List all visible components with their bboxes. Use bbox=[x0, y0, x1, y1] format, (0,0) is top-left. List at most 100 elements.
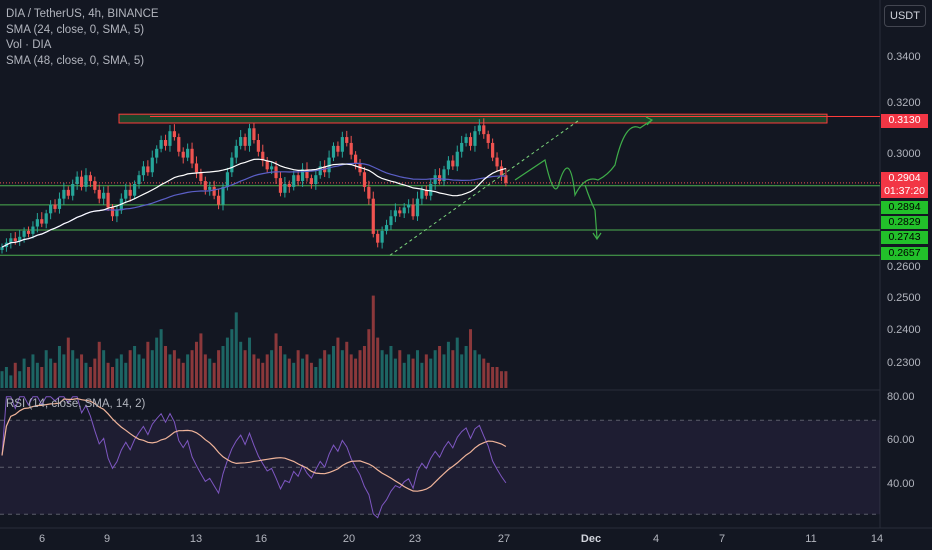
candle-body bbox=[141, 166, 146, 176]
candle-body bbox=[331, 145, 336, 158]
volume-bar bbox=[203, 354, 207, 388]
volume-bar bbox=[177, 358, 181, 388]
volume-bar bbox=[446, 341, 450, 388]
candle-body bbox=[234, 145, 238, 158]
support-price-tag: 0.2743 bbox=[881, 231, 928, 244]
volume-bar bbox=[464, 346, 468, 388]
candle-body bbox=[84, 175, 88, 187]
volume-bar bbox=[141, 358, 145, 388]
volume-bar bbox=[57, 346, 61, 388]
candle-body bbox=[106, 192, 110, 208]
volume-bar bbox=[455, 337, 459, 388]
volume-bar bbox=[261, 362, 265, 388]
currency-unit-button[interactable]: USDT bbox=[884, 5, 926, 27]
candle-body bbox=[102, 192, 106, 199]
candle-body bbox=[168, 131, 172, 146]
candle-body bbox=[261, 151, 265, 161]
candle-body bbox=[389, 216, 393, 226]
volume-bar bbox=[362, 346, 366, 388]
candle-body bbox=[93, 181, 97, 190]
volume-bar bbox=[115, 358, 119, 388]
volume-bar bbox=[119, 354, 123, 388]
volume-bar bbox=[49, 358, 53, 388]
volume-bar bbox=[208, 358, 212, 388]
volume-bar bbox=[66, 337, 70, 388]
candle-body bbox=[473, 131, 477, 146]
candle-body bbox=[446, 160, 451, 170]
candle-body bbox=[429, 184, 433, 196]
volume-bar bbox=[376, 337, 380, 388]
candle-body bbox=[437, 175, 442, 182]
volume-bar bbox=[270, 350, 274, 388]
time-axis-label: 20 bbox=[342, 533, 356, 545]
time-axis-label: 13 bbox=[189, 533, 203, 545]
candle-body bbox=[420, 189, 424, 199]
price-axis-label: 0.2300 bbox=[887, 357, 921, 369]
price-axis-label: 0.3000 bbox=[887, 148, 921, 160]
volume-bar bbox=[199, 333, 203, 388]
candle-body bbox=[477, 125, 481, 132]
volume-legend[interactable]: Vol · DIA bbox=[6, 39, 52, 51]
volume-bar bbox=[482, 358, 486, 388]
volume-bar bbox=[84, 362, 88, 388]
volume-bar bbox=[124, 362, 128, 388]
volume-bar bbox=[411, 358, 415, 388]
candle-body bbox=[415, 198, 420, 217]
price-axis-label: 0.2500 bbox=[887, 292, 921, 304]
volume-bar bbox=[40, 367, 44, 388]
volume-bar bbox=[106, 362, 110, 388]
forecast-down-path bbox=[584, 184, 598, 239]
price-axis-label: 0.3400 bbox=[887, 51, 921, 63]
time-axis-label: 9 bbox=[103, 533, 111, 545]
volume-bar bbox=[230, 329, 234, 388]
candle-body bbox=[225, 172, 230, 187]
candle-body bbox=[424, 189, 428, 196]
candle-body bbox=[256, 140, 260, 152]
volume-bar bbox=[102, 350, 106, 388]
candle-body bbox=[203, 181, 207, 190]
volume-bar bbox=[473, 350, 477, 388]
symbol-title[interactable]: DIA / TetherUS, 4h, BINANCE bbox=[6, 8, 159, 20]
candle-body bbox=[181, 151, 185, 158]
volume-bar bbox=[442, 354, 446, 388]
candle-body bbox=[128, 189, 132, 196]
candle-body bbox=[172, 131, 176, 138]
candle-body bbox=[300, 169, 305, 182]
rsi-legend[interactable]: RSI (14, close, SMA, 14, 2) bbox=[6, 398, 146, 410]
volume-bar bbox=[407, 354, 411, 388]
volume-bar bbox=[305, 354, 309, 388]
candle-body bbox=[13, 238, 17, 242]
sma24-legend[interactable]: SMA (24, close, 0, SMA, 5) bbox=[6, 23, 145, 36]
volume-bar bbox=[172, 350, 176, 388]
time-axis-label: 27 bbox=[497, 533, 511, 545]
candle-body bbox=[283, 184, 287, 193]
candle-body bbox=[115, 210, 119, 217]
volume-bar bbox=[438, 346, 442, 388]
candle-body bbox=[270, 166, 274, 170]
volume-bar bbox=[88, 367, 92, 388]
volume-bar bbox=[349, 354, 353, 388]
volume-bar bbox=[287, 358, 291, 388]
price-axis-label: 0.3200 bbox=[887, 97, 921, 109]
last-price-tag: 0.2904 bbox=[881, 172, 928, 185]
volume-bar bbox=[486, 362, 490, 388]
candle-body bbox=[186, 148, 190, 158]
candle-body bbox=[451, 160, 455, 167]
volume-bar bbox=[137, 354, 141, 388]
volume-bar bbox=[491, 367, 495, 388]
volume-bar bbox=[217, 350, 221, 388]
candle-body bbox=[75, 176, 79, 184]
candle-body bbox=[88, 175, 92, 182]
candle-body bbox=[26, 230, 31, 234]
volume-bar bbox=[221, 346, 225, 388]
volume-bar bbox=[31, 354, 35, 388]
candle-body bbox=[380, 230, 384, 243]
volume-bar bbox=[402, 362, 406, 388]
volume-bar bbox=[212, 362, 216, 388]
sma48-legend[interactable]: SMA (48, close, 0, SMA, 5) bbox=[6, 54, 145, 67]
candle-body bbox=[442, 169, 446, 182]
volume-bar bbox=[150, 350, 154, 388]
volume-bar bbox=[27, 367, 31, 388]
candle-body bbox=[53, 204, 57, 209]
